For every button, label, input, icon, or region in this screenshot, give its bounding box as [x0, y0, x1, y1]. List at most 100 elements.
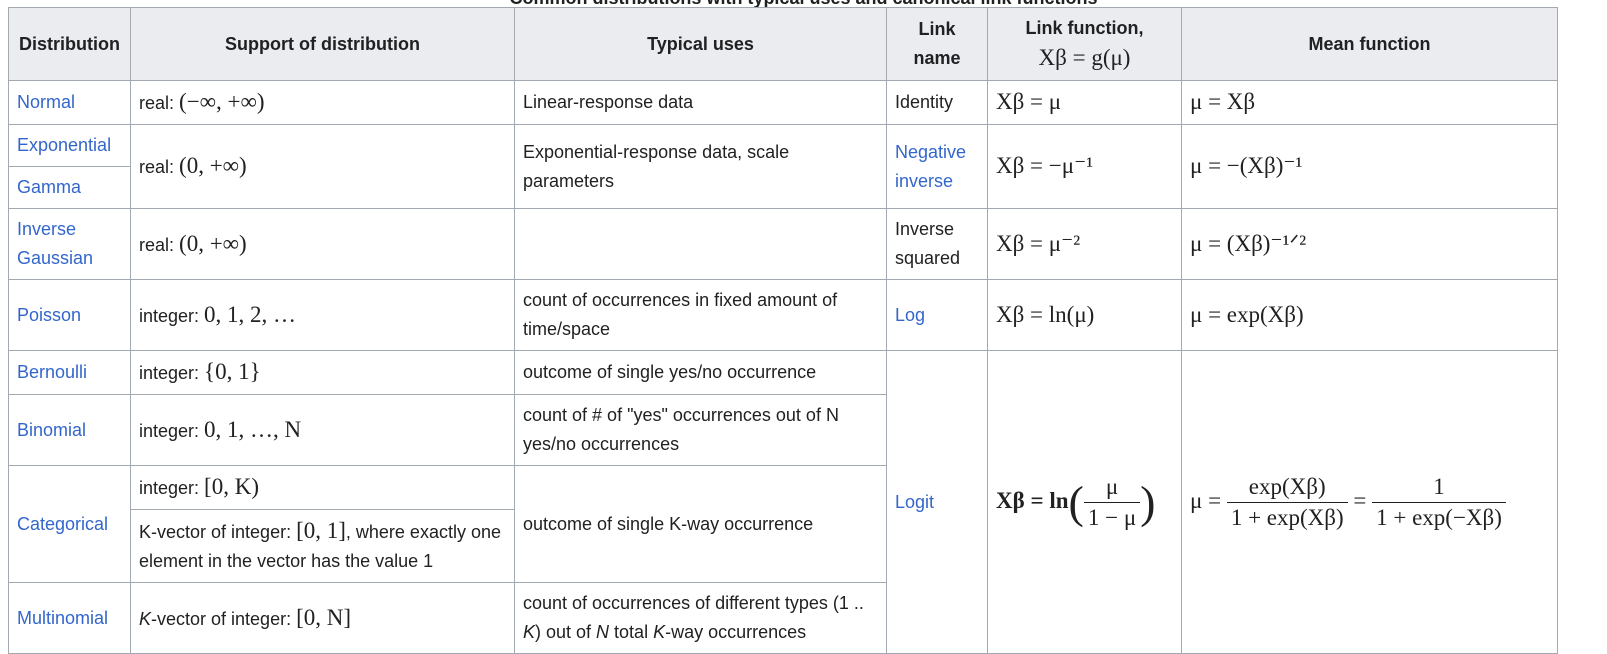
header-support: Support of distribution: [130, 7, 515, 81]
link-log[interactable]: Log: [895, 304, 926, 325]
link-math: Xβ = μ: [996, 89, 1062, 114]
support-label: integer:: [139, 305, 205, 326]
mean-function-cell: μ = Xβ: [1181, 80, 1558, 125]
header-row: Distribution Support of distribution Typ…: [8, 7, 1558, 81]
support-label: -vector of integer:: [151, 608, 297, 629]
uses-cell: [514, 208, 887, 280]
support-math: [0, N]: [296, 604, 352, 630]
link-math: Xβ = −μ⁻¹: [996, 153, 1094, 178]
header-link-function: Link function, Xβ = g(μ): [987, 7, 1182, 81]
link-function-cell: Xβ = ln(μ): [987, 279, 1182, 351]
link-gamma[interactable]: Gamma: [17, 177, 82, 197]
uses-text-a: count of occurrences of different types …: [523, 593, 864, 613]
dist-cell[interactable]: Binomial: [8, 394, 131, 466]
uses-cell: Linear-response data: [514, 80, 887, 125]
link-poisson[interactable]: Poisson: [17, 304, 82, 325]
link-function-cell: Xβ = −μ⁻¹: [987, 124, 1182, 209]
link-math: Xβ = ln(μ): [996, 301, 1095, 327]
mean-math: μ = exp(Xβ): [1190, 301, 1304, 327]
link-multinomial[interactable]: Multinomial: [17, 607, 109, 628]
support-label: real:: [139, 93, 180, 113]
header-link-function-math: Xβ = g(μ): [1038, 45, 1131, 70]
logit-numerator: μ: [1083, 472, 1141, 503]
link-inverse-gaussian[interactable]: Inverse Gaussian: [17, 219, 94, 268]
table-row: Bernoulli integer: {0, 1} outcome of sin…: [8, 350, 1558, 654]
link-name-cell[interactable]: Logit: [886, 350, 988, 654]
support-cell: real: (0, +∞): [130, 208, 515, 280]
dist-cell[interactable]: Multinomial: [8, 582, 131, 654]
left-paren: (: [1068, 476, 1084, 527]
support-math: (0, +∞): [179, 153, 247, 178]
header-link-name: Link name: [886, 7, 988, 81]
mean-num-1: exp(Xβ): [1226, 472, 1348, 503]
link-logit[interactable]: Logit: [895, 491, 935, 512]
support-math: {0, 1}: [204, 359, 261, 384]
uses-cell: count of # of "yes" occurrences out of N…: [514, 394, 887, 466]
mean-function-cell: μ = exp(Xβ): [1181, 279, 1558, 351]
link-binomial[interactable]: Binomial: [17, 419, 87, 440]
mean-fraction-1: exp(Xβ) 1 + exp(Xβ): [1226, 472, 1348, 533]
header-typical-uses: Typical uses: [514, 7, 887, 81]
uses-cell: count of occurrences in fixed amount of …: [514, 279, 887, 351]
dist-cell[interactable]: Normal: [8, 80, 131, 125]
table-row: Exponential real: (0, +∞) Exponential-re…: [8, 124, 1558, 209]
mean-den-2: 1 + exp(−Xβ): [1376, 504, 1502, 530]
header-distribution: Distribution: [8, 7, 131, 81]
support-label: integer:: [139, 478, 205, 498]
link-negative-inverse[interactable]: Negative inverse: [895, 141, 967, 191]
dist-cell[interactable]: Poisson: [8, 279, 131, 351]
support-cell: integer: 0, 1, …, N: [130, 394, 515, 466]
support-label: K-vector of integer:: [139, 522, 297, 542]
table-row: Poisson integer: 0, 1, 2, … count of occ…: [8, 279, 1558, 351]
header-link-function-label: Link function,: [1025, 18, 1144, 38]
link-name-cell[interactable]: Negative inverse: [886, 124, 988, 209]
mean-function-cell: μ = (Xβ)⁻¹ᐟ²: [1181, 208, 1558, 280]
link-normal[interactable]: Normal: [17, 92, 76, 112]
uses-cell: outcome of single K-way occurrence: [514, 465, 887, 583]
table-row: Binomial integer: 0, 1, …, N count of # …: [8, 394, 1558, 466]
mean-math: μ = Xβ: [1190, 89, 1256, 114]
table-row: Normal real: (−∞, +∞) Linear-response da…: [8, 80, 1558, 125]
table-row: Gamma: [8, 166, 1558, 209]
table-row: Categorical integer: [0, K) outcome of s…: [8, 465, 1558, 583]
support-math: (−∞, +∞): [179, 89, 265, 114]
link-bernoulli[interactable]: Bernoulli: [17, 362, 88, 382]
table-row: Inverse Gaussian real: (0, +∞) Inverse s…: [8, 208, 1558, 280]
mean-function-cell: μ = −(Xβ)⁻¹: [1181, 124, 1558, 209]
dist-cell[interactable]: Gamma: [8, 166, 131, 209]
uses-cell: Exponential-response data, scale paramet…: [514, 124, 887, 209]
logit-link-math: Xβ = ln(μ 1 − μ): [996, 472, 1155, 533]
support-cell: integer: 0, 1, 2, …: [130, 279, 515, 351]
dist-cell[interactable]: Categorical: [8, 465, 131, 583]
support-math: 0, 1, …, N: [204, 416, 302, 442]
dist-cell[interactable]: Inverse Gaussian: [8, 208, 131, 280]
uses-italic-k: K: [523, 622, 536, 642]
support-label: real:: [139, 234, 180, 255]
header-mean-function: Mean function: [1181, 7, 1558, 81]
support-cell: K-vector of integer: [0, 1], where exact…: [130, 509, 515, 583]
link-categorical[interactable]: Categorical: [17, 513, 109, 534]
link-name-cell[interactable]: Log: [886, 279, 988, 351]
link-exponential[interactable]: Exponential: [17, 135, 112, 155]
uses-text-d: -way occurrences: [665, 622, 807, 642]
support-label: integer:: [139, 363, 205, 383]
link-name-cell: Inverse squared: [886, 208, 988, 280]
link-function-cell: Xβ = μ: [987, 80, 1182, 125]
support-cell: integer: {0, 1}: [130, 350, 515, 395]
link-function-cell: Xβ = μ⁻²: [987, 208, 1182, 280]
table-caption: Common distributions with typical uses a…: [0, 0, 1607, 9]
dist-cell[interactable]: Exponential: [8, 124, 131, 167]
table-row: K-vector of integer: [0, 1], where exact…: [9, 509, 1558, 583]
uses-cell: outcome of single yes/no occurrence: [514, 350, 887, 395]
mean-num-2: 1: [1372, 472, 1506, 503]
support-cell: real: (−∞, +∞): [130, 80, 515, 125]
dist-cell[interactable]: Bernoulli: [8, 350, 131, 395]
support-suffix: , where exactly one element in the vecto…: [139, 522, 501, 571]
mean-den-1: 1 + exp(Xβ): [1230, 504, 1344, 530]
mean-math: μ = −(Xβ)⁻¹: [1190, 153, 1303, 178]
support-math: [0, K): [204, 474, 259, 499]
mean-lhs: μ =: [1190, 487, 1222, 513]
mean-math: μ = (Xβ)⁻¹ᐟ²: [1190, 230, 1307, 256]
support-cell: real: (0, +∞): [130, 124, 515, 209]
